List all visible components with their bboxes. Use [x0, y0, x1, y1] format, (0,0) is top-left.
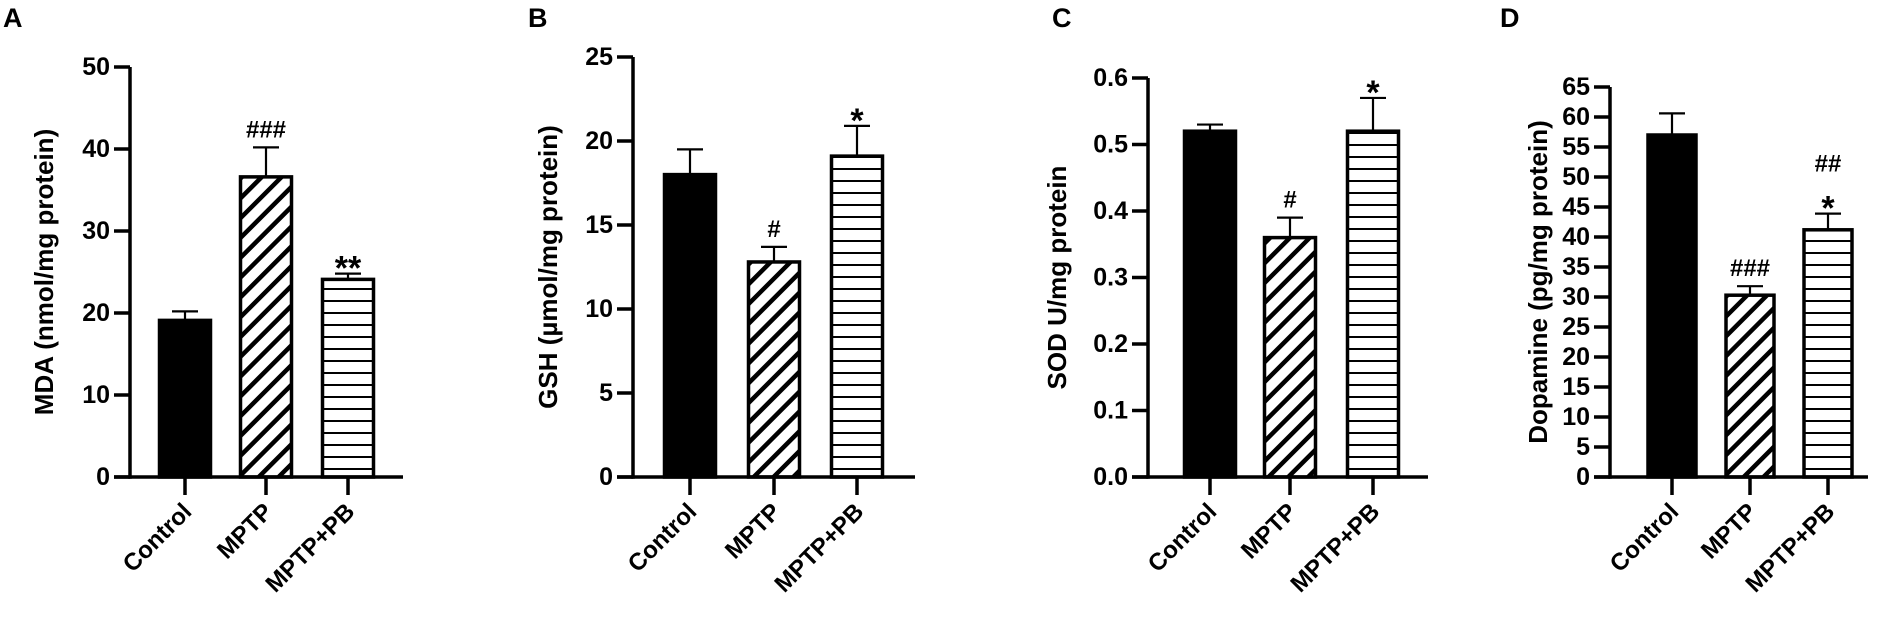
significance-marker: ** [335, 250, 362, 288]
category-label: MPTP [1696, 498, 1762, 564]
category-label: MPTP+PB [1286, 498, 1386, 598]
y-axis-title: Dopamine (pg/mg protein) [1523, 120, 1553, 444]
bar-control [157, 318, 213, 479]
bar-mptp [238, 175, 294, 479]
bar-control [662, 172, 718, 479]
panel-b: B GSH (µmol/mg protein) Control # MPTP * MPTP+… [528, 3, 915, 598]
bar-control [1646, 133, 1698, 479]
category-label: Control [623, 498, 702, 577]
y-tick-label: 10 [82, 381, 110, 409]
panel-c: C SOD U/mg protein Control # MPTP * MPTP+PB 0.0… [1042, 3, 1428, 598]
category-label: Control [1605, 498, 1684, 577]
y-tick-label: 15 [1562, 373, 1590, 401]
y-tick-label: 0.4 [1093, 197, 1128, 225]
y-tick-label: 0 [599, 463, 613, 491]
bar-mptp [746, 260, 802, 479]
category-label: MPTP [1236, 498, 1302, 564]
y-tick-label: 35 [1562, 253, 1590, 281]
y-tick-label: 50 [82, 53, 110, 81]
y-tick-label: 40 [82, 135, 110, 163]
y-tick-label: 0 [96, 463, 110, 491]
category-label: Control [1143, 498, 1222, 577]
y-tick-label: 20 [585, 127, 613, 155]
y-tick-label: 0.2 [1093, 330, 1128, 358]
y-tick-label: 25 [1562, 313, 1590, 341]
category-label: Control [118, 498, 197, 577]
y-tick-label: 5 [599, 379, 613, 407]
panel-d: D Dopamine (pg/mg protein) Control ### MPTP *… [1500, 3, 1868, 598]
y-tick-label: 65 [1562, 73, 1590, 101]
y-tick-label: 20 [1562, 343, 1590, 371]
significance-marker: * [1366, 74, 1380, 112]
significance-marker: ## [1815, 151, 1842, 178]
y-axis-title: MDA (nmol/mg protein) [29, 129, 59, 415]
significance-marker: # [1283, 187, 1296, 214]
bar-mptp-plus-pb [829, 154, 885, 479]
significance-marker: # [767, 216, 780, 243]
y-tick-label: 40 [1562, 223, 1590, 251]
y-tick-label: 0.3 [1093, 264, 1128, 292]
y-tick-label: 55 [1562, 133, 1590, 161]
y-tick-label: 45 [1562, 193, 1590, 221]
bar-mptp [1724, 293, 1776, 479]
significance-marker: ### [246, 116, 286, 143]
y-tick-label: 0.1 [1093, 397, 1128, 425]
y-tick-label: 15 [585, 211, 613, 239]
y-tick-label: 50 [1562, 163, 1590, 191]
significance-marker: * [850, 102, 864, 140]
category-label: MPTP [212, 498, 278, 564]
bar-control [1182, 129, 1238, 479]
y-tick-label: 60 [1562, 103, 1590, 131]
y-tick-label: 10 [585, 295, 613, 323]
panel-a: A MDA (nmol/mg protein) Control ### MPTP ** MP… [3, 3, 403, 598]
panel-letter: A [3, 3, 23, 33]
y-tick-label: 10 [1562, 403, 1590, 431]
y-tick-label: 5 [1576, 433, 1590, 461]
bar-mptp-plus-pb [320, 277, 376, 479]
panel-letter: B [528, 3, 548, 33]
y-tick-label: 25 [585, 43, 613, 71]
y-tick-label: 0.0 [1093, 463, 1128, 491]
category-label: MPTP+PB [261, 498, 361, 598]
y-axis-title: GSH (µmol/mg protein) [533, 125, 563, 409]
significance-marker: ### [1730, 255, 1770, 282]
panel-letter: C [1052, 3, 1072, 33]
panel-letter: D [1500, 3, 1520, 33]
bar-mptp-plus-pb [1345, 129, 1401, 479]
y-tick-label: 0.6 [1093, 64, 1128, 92]
category-label: MPTP [720, 498, 786, 564]
y-tick-label: 0.5 [1093, 131, 1128, 159]
y-tick-label: 0 [1576, 463, 1590, 491]
y-tick-label: 20 [82, 299, 110, 327]
bar-mptp [1262, 235, 1318, 479]
y-tick-label: 30 [1562, 283, 1590, 311]
significance-marker: * [1821, 190, 1835, 228]
y-tick-label: 30 [82, 217, 110, 245]
bar-mptp-plus-pb [1802, 228, 1854, 479]
y-axis-title: SOD U/mg protein [1042, 166, 1072, 390]
category-label: MPTP+PB [770, 498, 870, 598]
